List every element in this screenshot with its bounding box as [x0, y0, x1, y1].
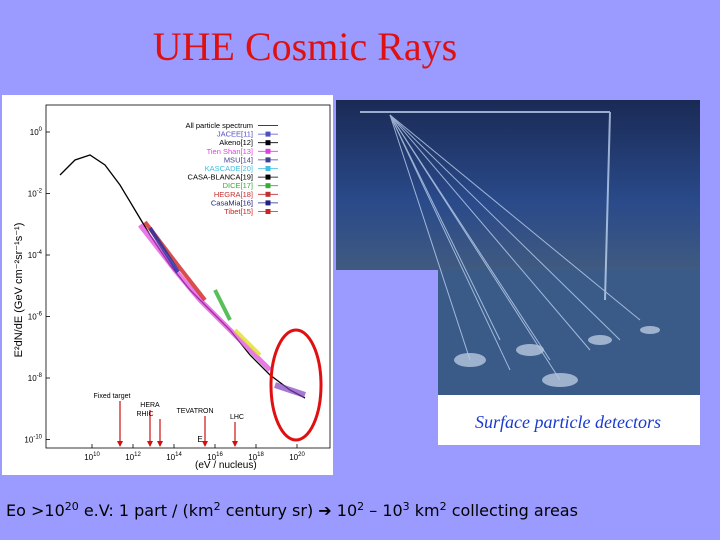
legend-marker [265, 174, 271, 180]
legend-label: DICE[17] [223, 181, 253, 190]
slide-title: UHE Cosmic Rays [153, 24, 457, 69]
tick-exponent: 14 [175, 452, 182, 458]
tick-exponent: -2 [37, 189, 43, 195]
legend-label: CASA-BLANCA[19] [188, 173, 253, 182]
x-axis-label: (eV / nucleus) [195, 460, 257, 471]
tick-exponent: 12 [134, 452, 141, 458]
tick-exponent: 10 [93, 452, 100, 458]
tick-base: 10 [28, 251, 37, 260]
accelerator-label: Fixed target [94, 393, 131, 400]
superscript: 2 [357, 500, 364, 513]
tick-base: 10 [84, 453, 93, 462]
legend-marker [265, 183, 271, 189]
x-tick-label: 1014 [166, 452, 182, 462]
accelerator-label: TEVATRON [176, 408, 213, 415]
text-run: – 10 [364, 501, 403, 520]
x-tick-label: 1010 [84, 452, 100, 462]
tick-base: 10 [207, 453, 216, 462]
legend-label: All particle spectrum [185, 121, 253, 130]
x-tick-label: 1020 [289, 452, 305, 462]
tick-base: 10 [166, 453, 175, 462]
tick-base: 10 [289, 453, 298, 462]
legend-marker [265, 131, 271, 137]
legend-label: JACEE[11] [217, 130, 253, 139]
superscript: 2 [440, 500, 447, 513]
text-run: collecting areas [447, 501, 578, 520]
tick-exponent: 20 [298, 452, 305, 458]
y-tick-label: 10-4 [28, 250, 43, 260]
accelerator-label: RHIC [136, 411, 153, 418]
tick-base: 10 [28, 374, 37, 383]
accelerator-arrowhead [202, 441, 208, 447]
text-run: e.V: 1 part / (km [79, 501, 214, 520]
tick-base: 10 [248, 453, 257, 462]
legend-label: KASCADE[20] [205, 164, 253, 173]
tick-exponent: 16 [216, 452, 223, 458]
accelerator-arrowhead [232, 441, 238, 447]
x-tick-label: 1016 [207, 452, 223, 462]
photo-caption: Surface particle detectors [475, 412, 661, 432]
detector-photo: Surface particle detectors [336, 100, 700, 445]
legend-marker [265, 200, 271, 206]
legend-label: CasaMia[16] [211, 198, 253, 207]
accelerator-label: HERA [140, 402, 160, 409]
x-tick-label: 1012 [125, 452, 141, 462]
y-tick-label: 10-6 [28, 312, 43, 322]
y-tick-label: 100 [30, 127, 43, 137]
tick-exponent: 0 [39, 127, 43, 133]
legend-label: Tibet[15] [224, 207, 253, 216]
caption-box [438, 395, 700, 445]
legend-label: HEGRA[18] [214, 190, 253, 199]
tick-base: 10 [24, 436, 33, 445]
x-axis-symbol: E [197, 435, 202, 444]
text-run: Eo >10 [6, 501, 65, 520]
highlight-ellipse [269, 328, 323, 442]
tick-base: 10 [125, 453, 134, 462]
legend-marker [265, 166, 271, 171]
tick-exponent: 18 [257, 452, 264, 458]
tick-exponent: -8 [37, 373, 43, 379]
y-tick-label: 10-8 [28, 373, 43, 383]
x-tick-label: 1018 [248, 452, 264, 462]
data-cloud [138, 220, 306, 398]
shower-rays [360, 111, 641, 381]
accelerator-label: LHC [230, 414, 244, 421]
legend-marker [265, 140, 271, 146]
tick-base: 10 [28, 190, 37, 199]
superscript: 20 [65, 500, 79, 513]
tick-exponent: -4 [37, 250, 43, 256]
superscript: 3 [403, 500, 410, 513]
legend-label: Akeno[12] [219, 138, 253, 147]
spectrum-figure: E (eV / nucleus) E²dN/dE (GeV cm⁻²sr⁻¹s⁻… [2, 95, 333, 475]
y-tick-label: 10-2 [28, 189, 43, 199]
legend-label: MSU[14] [224, 155, 253, 164]
y-axis-label: E²dN/dE (GeV cm⁻²sr⁻¹s⁻¹) [13, 223, 25, 358]
tick-exponent: -10 [33, 435, 42, 441]
photo-top [336, 100, 700, 270]
figure-background [2, 95, 333, 475]
tick-base: 10 [30, 128, 39, 137]
detector-tanks [454, 326, 660, 387]
tick-base: 10 [28, 313, 37, 322]
plot-frame [45, 104, 331, 449]
superscript: 2 [214, 500, 221, 513]
footer-text: Eo >1020 e.V: 1 part / (km2 century sr) … [6, 500, 578, 521]
accelerator-arrowhead [147, 441, 153, 447]
text-run: km [410, 501, 440, 520]
legend-marker [265, 148, 271, 154]
tick-exponent: -6 [37, 312, 43, 318]
accelerator-arrowhead [117, 441, 123, 447]
text-run: century sr) ➔ 10 [221, 501, 358, 520]
y-tick-label: 10-10 [24, 435, 42, 445]
accelerator-arrowhead [157, 441, 163, 447]
legend-marker [265, 191, 271, 197]
legend-label: Tien Shan[13] [207, 147, 253, 156]
legend-marker [265, 209, 271, 214]
legend-marker [265, 157, 271, 163]
